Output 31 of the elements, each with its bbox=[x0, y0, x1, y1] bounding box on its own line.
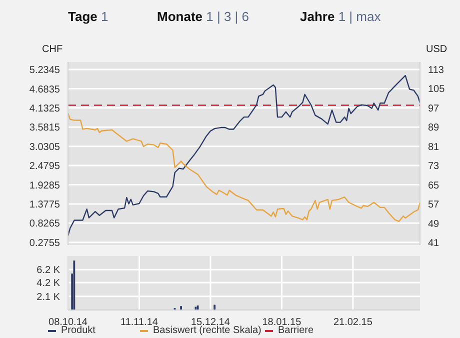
y-tick-label: 3.5815 bbox=[29, 122, 60, 134]
y-tick-label: 6.2 K bbox=[36, 265, 60, 276]
y-axis-title: CHF bbox=[42, 44, 63, 55]
y-tick-label: 4.1325 bbox=[29, 103, 60, 114]
x-tick-label: 21.02.15 bbox=[333, 317, 373, 328]
y-tick-label: 2.4795 bbox=[29, 161, 60, 172]
y-tick-label: 2.1 K bbox=[36, 292, 60, 303]
y2-tick-label: 73 bbox=[428, 161, 440, 172]
y2-axis-title: USD bbox=[426, 44, 448, 55]
y-tick-label: 4.6835 bbox=[29, 84, 60, 96]
y-tick-label: 5.2345 bbox=[29, 65, 60, 76]
y2-tick-label: 105 bbox=[428, 84, 446, 96]
text: Tage 1 bbox=[68, 9, 108, 24]
y2-tick-label: 89 bbox=[428, 122, 440, 134]
text: Monate 1 | 3 | 6 bbox=[157, 9, 250, 24]
y-tick-label: 1.9285 bbox=[29, 180, 60, 192]
y-tick-label: 1.3775 bbox=[29, 200, 60, 211]
line-series bbox=[68, 74, 420, 237]
y2-tick-label: 97 bbox=[428, 103, 440, 114]
y-tick-label: 0.2755 bbox=[29, 238, 60, 249]
y2-tick-label: 41 bbox=[428, 238, 440, 250]
y2-tick-label: 57 bbox=[428, 200, 440, 211]
y-tick-label: 3.0305 bbox=[29, 142, 60, 153]
y2-tick-label: 113 bbox=[428, 64, 444, 76]
line-series bbox=[68, 112, 420, 222]
y2-tick-label: 49 bbox=[428, 218, 440, 230]
y2-tick-label: 81 bbox=[428, 142, 440, 153]
y-tick-label: 4.2 K bbox=[36, 278, 60, 290]
y-tick-label: 0.8265 bbox=[29, 218, 60, 230]
text: Jahre 1 | max bbox=[300, 9, 381, 24]
y2-tick-label: 65 bbox=[428, 180, 440, 192]
